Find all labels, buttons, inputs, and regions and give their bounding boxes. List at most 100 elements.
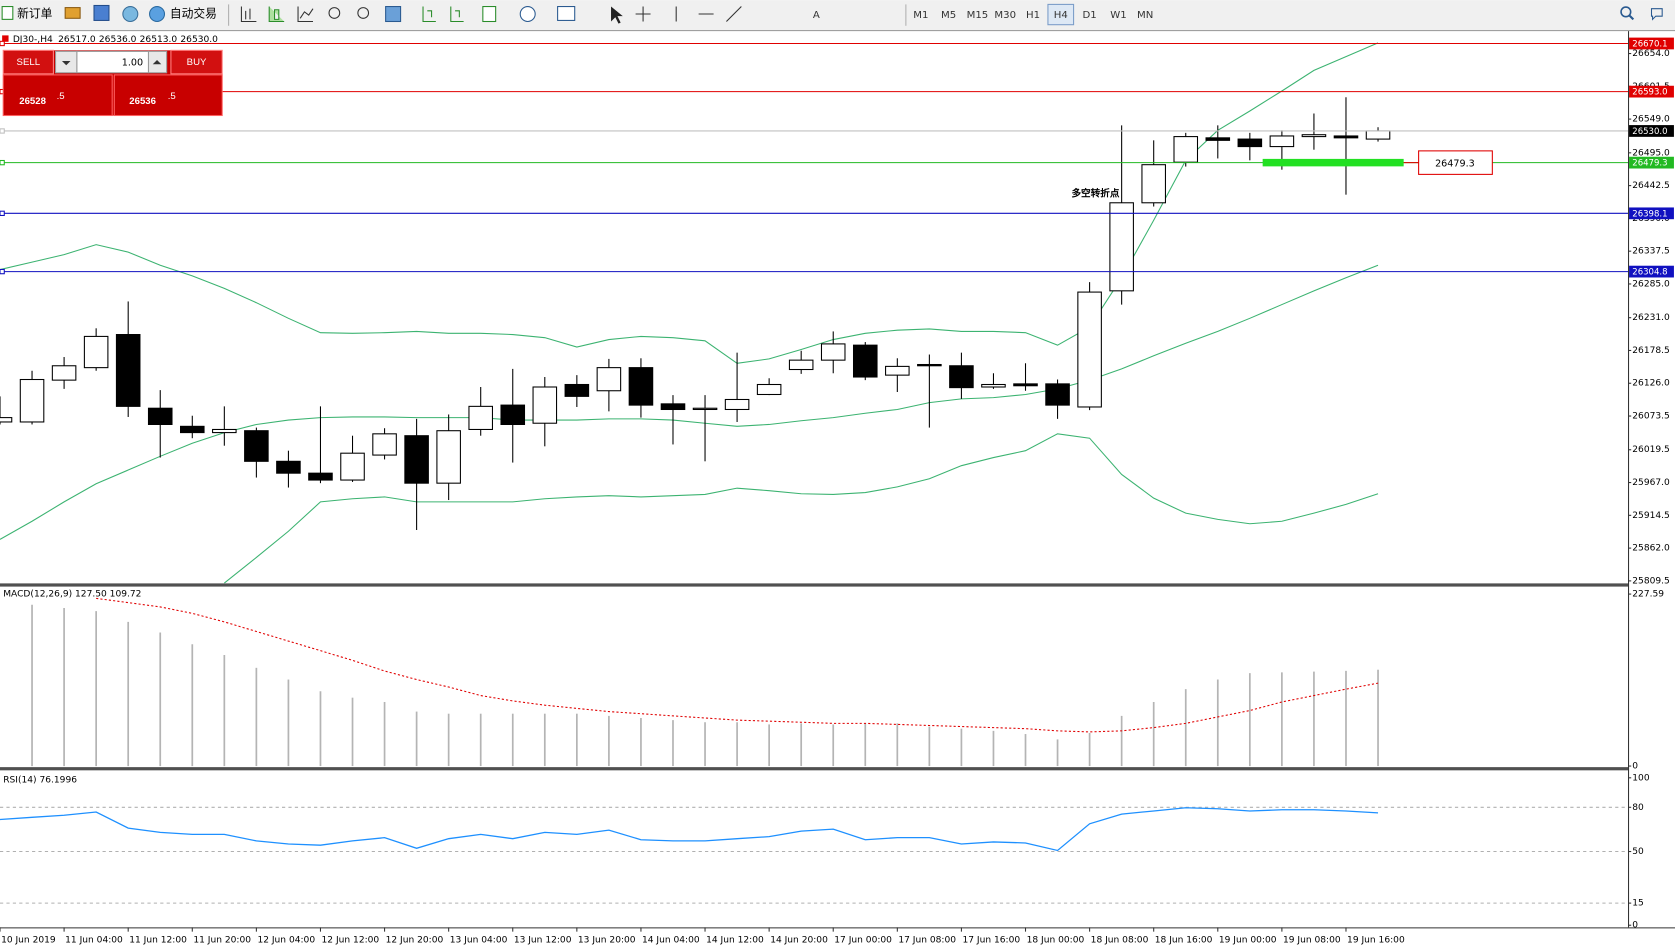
ohlc: 26517.0 xyxy=(58,35,96,45)
auto-trade-button[interactable]: 自动交易 xyxy=(149,6,217,23)
candle-body xyxy=(1109,202,1134,292)
icon[interactable] xyxy=(519,6,536,23)
level-tag xyxy=(1629,125,1674,137)
level-handle xyxy=(0,210,5,217)
icon[interactable] xyxy=(297,6,314,23)
candle-body xyxy=(788,359,814,371)
timeframe-button[interactable]: M5 xyxy=(941,10,956,21)
candle-body xyxy=(404,435,429,484)
timeframe-bar: M1 M5 M15 M30 H1 H4 D1 W1 MN xyxy=(913,3,1153,26)
icon[interactable] xyxy=(450,6,464,23)
x-tick-label: 14 Jun 12:00 xyxy=(706,936,764,946)
candle-body xyxy=(212,428,237,434)
x-tick-label: 19 Jun 16:00 xyxy=(1347,936,1405,946)
timeframe-button[interactable]: W1 xyxy=(1110,10,1126,21)
icon[interactable] xyxy=(268,6,285,23)
crosshair-tool[interactable] xyxy=(635,6,651,22)
sell-button[interactable]: SELL xyxy=(2,49,54,75)
candle-body xyxy=(1205,137,1231,141)
timeframe-button[interactable]: H4 xyxy=(1054,10,1068,21)
level-tag-label: 26530.0 xyxy=(1632,127,1667,137)
candle-body xyxy=(19,378,45,423)
y-tick-label: 25862.0 xyxy=(1632,544,1670,554)
icon[interactable] xyxy=(328,7,341,19)
timeframe-button[interactable]: M1 xyxy=(913,10,928,21)
x-tick-label: 17 Jun 00:00 xyxy=(834,936,892,946)
timeframe-button[interactable]: MN xyxy=(1137,10,1153,21)
y-tick-label: 26495.0 xyxy=(1632,148,1670,158)
icon[interactable] xyxy=(422,6,436,23)
annotation-text: 多空转折点 xyxy=(1071,187,1119,199)
buy-button[interactable]: BUY xyxy=(170,49,223,75)
candle-body xyxy=(660,403,686,411)
candle-body xyxy=(1365,130,1391,140)
level-tag xyxy=(1629,265,1674,278)
timeframe-button[interactable]: M30 xyxy=(994,10,1016,21)
price-main: 26536 xyxy=(129,96,156,107)
level-tag xyxy=(1629,207,1674,220)
candle-body xyxy=(147,407,173,426)
icon[interactable] xyxy=(64,7,81,19)
y-tick-label: 26285.0 xyxy=(1632,279,1670,289)
draw-tools[interactable] xyxy=(675,6,742,22)
timeframe-button[interactable]: D1 xyxy=(1082,10,1096,21)
ask-price[interactable]: 26536 .5 xyxy=(113,74,223,117)
candle-body xyxy=(628,367,654,406)
candle-body xyxy=(308,472,333,481)
icon[interactable] xyxy=(357,7,370,19)
icon[interactable] xyxy=(93,4,110,21)
x-tick-label: 13 Jun 12:00 xyxy=(514,936,572,946)
candle-body xyxy=(83,335,109,369)
x-tick-label: 11 Jun 20:00 xyxy=(193,936,251,946)
candle-body xyxy=(244,430,269,462)
candle-body xyxy=(1269,135,1295,148)
search-icon-handle xyxy=(1628,14,1635,21)
candle-body xyxy=(1045,383,1070,406)
cursor-tool[interactable] xyxy=(611,6,623,24)
icon[interactable] xyxy=(122,6,139,23)
symbol: DJ30-,H4 xyxy=(13,35,53,45)
chart-layers: 10 Jun 2019 11 Jun 04:00 11 Jun 12:00 11 Ju… xyxy=(0,37,1674,946)
panel-separator xyxy=(0,767,1628,771)
y-tick-label: 26549.0 xyxy=(1632,115,1670,125)
toolbar: 新订单 自动交易 A M1 M5 M15 M30 H1 H4 D1 W1 MN xyxy=(0,0,1675,32)
candle-body xyxy=(885,365,910,376)
candle-body xyxy=(820,343,846,361)
x-tick-label: 14 Jun 20:00 xyxy=(770,936,828,946)
level-tag-label: 26593.0 xyxy=(1632,88,1667,98)
x-tick-label: 10 Jun 2019 xyxy=(1,936,56,946)
chat-icon[interactable] xyxy=(1650,8,1663,21)
x-tick-label: 11 Jun 12:00 xyxy=(129,936,187,946)
y-tick-label: 15 xyxy=(1632,899,1644,909)
y-tick-label: 26337.5 xyxy=(1632,247,1670,257)
band-upper xyxy=(0,42,1379,364)
timeframe-button[interactable]: H1 xyxy=(1026,10,1040,21)
chart-header: DJ30-,H4 26517.0 26536.0 26513.0 26530.0 xyxy=(13,35,218,45)
x-tick-label: 19 Jun 00:00 xyxy=(1219,936,1277,946)
level-handle xyxy=(0,40,5,47)
button-bg xyxy=(2,49,54,75)
candle-body xyxy=(436,430,461,484)
candle-body xyxy=(115,334,141,407)
y-tick-label: 25809.5 xyxy=(1632,576,1670,586)
candle-body xyxy=(596,367,622,392)
icon[interactable] xyxy=(482,6,497,23)
new-order-button[interactable]: 新订单 xyxy=(1,6,53,21)
x-tick-label: 13 Jun 20:00 xyxy=(578,936,636,946)
ohlc: 26513.0 xyxy=(140,35,178,45)
y-tick-label: 25914.5 xyxy=(1632,511,1670,521)
text-tool[interactable]: A xyxy=(813,10,820,21)
candle-body xyxy=(500,404,526,426)
timeframe-button[interactable]: M15 xyxy=(967,10,989,21)
search-icon[interactable] xyxy=(1620,6,1632,18)
y-tick-label: 50 xyxy=(1632,847,1644,857)
level-tag-label: 26304.8 xyxy=(1632,268,1667,278)
y-tick-label: 26231.0 xyxy=(1632,313,1670,323)
icon[interactable] xyxy=(385,6,402,23)
candle-body xyxy=(1013,383,1038,387)
icon[interactable] xyxy=(240,6,257,23)
bid-price[interactable]: 26528 .5 xyxy=(2,74,113,117)
icon[interactable] xyxy=(557,6,576,21)
level-handle xyxy=(0,128,5,134)
